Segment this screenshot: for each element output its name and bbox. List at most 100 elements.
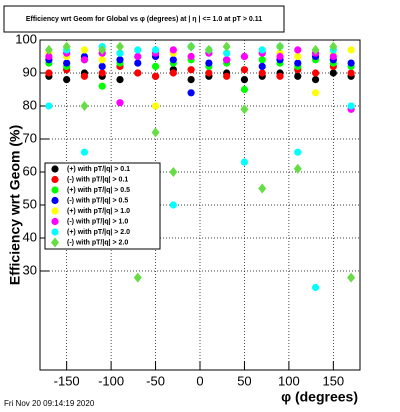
data-point	[294, 59, 302, 67]
title-box	[3, 5, 285, 33]
legend-label: (+) with pT/|q| > 1.0	[67, 208, 130, 215]
data-point	[116, 99, 124, 107]
x-tick-label: 50	[237, 373, 251, 388]
data-point	[169, 167, 178, 177]
data-point	[347, 102, 355, 110]
data-point	[258, 62, 266, 70]
data-point	[329, 52, 337, 61]
data-point	[151, 46, 160, 54]
data-point	[347, 69, 355, 77]
data-point	[45, 102, 53, 110]
data-point	[223, 72, 231, 80]
data-point	[222, 41, 231, 52]
data-point	[134, 52, 142, 61]
data-point	[329, 41, 338, 52]
data-point	[276, 72, 284, 80]
marks	[44, 41, 356, 292]
data-point	[187, 89, 195, 97]
data-point	[80, 46, 89, 54]
legend-label: (-) with pT/|q| > 0.1	[67, 176, 128, 183]
y-tick-label: 40	[23, 229, 37, 244]
data-point	[151, 72, 160, 80]
data-point	[347, 272, 356, 283]
data-point	[63, 59, 71, 67]
data-point	[205, 69, 213, 77]
y-tick-label: 100	[15, 31, 37, 46]
data-point	[205, 59, 213, 67]
data-point	[98, 82, 106, 90]
y-tick-label: 70	[23, 130, 37, 145]
data-point	[116, 49, 124, 57]
data-point	[116, 76, 124, 84]
data-point	[151, 127, 160, 138]
data-point	[187, 76, 195, 84]
data-point	[240, 66, 249, 74]
y-tick-label: 30	[23, 262, 37, 277]
data-point	[311, 69, 320, 77]
legend-label: (-) with pT/|q| > 0.5	[67, 197, 128, 204]
data-point	[98, 44, 107, 55]
x-tick-label: 0	[196, 373, 203, 388]
x-tick-label: -100	[98, 373, 124, 388]
data-point	[80, 56, 89, 64]
data-point	[63, 76, 71, 84]
legend-marker	[51, 228, 59, 236]
data-point	[240, 76, 249, 84]
legend-label: (-) with pT/|q| > 1.0	[67, 218, 128, 225]
y-tick-label: 80	[23, 97, 37, 112]
data-point	[169, 69, 177, 77]
data-point	[240, 85, 249, 94]
legend-box	[44, 162, 161, 250]
timestamp: Fri Nov 20 09:14:19 2020	[4, 399, 95, 408]
x-tick-label: -150	[54, 373, 80, 388]
data-point	[116, 41, 124, 52]
data-point	[45, 52, 53, 61]
data-point	[80, 148, 89, 156]
data-point	[187, 52, 195, 61]
data-point	[116, 56, 124, 64]
legend-marker	[51, 237, 59, 248]
data-point	[45, 69, 53, 77]
legend-marker	[51, 165, 59, 173]
data-point	[169, 201, 177, 209]
data-point	[204, 44, 213, 55]
data-point	[293, 163, 302, 174]
data-point	[311, 283, 320, 292]
legend-marker	[51, 196, 59, 205]
data-point	[258, 69, 266, 77]
legend-label: (+) with pT/|q| > 0.5	[67, 187, 130, 194]
data-point	[294, 46, 302, 54]
data-point	[151, 62, 160, 70]
data-point	[98, 69, 106, 77]
data-point	[311, 44, 320, 55]
data-point	[258, 183, 267, 194]
chart-title: Efficiency wrt Geom for Global vs φ (deg…	[26, 16, 262, 23]
data-point	[258, 56, 266, 64]
data-point	[258, 46, 266, 54]
x-tick-label: 150	[322, 373, 344, 388]
y-tick-label: 60	[23, 163, 37, 178]
data-point	[311, 76, 320, 84]
data-point	[329, 69, 337, 77]
legend-marker	[51, 217, 59, 226]
legend-marker	[51, 186, 59, 194]
legend: (+) with pT/|q| > 0.1 (-) with pT/|q| > 0…	[44, 162, 161, 250]
data-point	[347, 59, 355, 67]
legend-marker	[51, 207, 59, 215]
data-point	[240, 104, 249, 115]
data-point	[294, 52, 302, 61]
data-point	[276, 41, 284, 52]
plot-frame	[39, 39, 361, 371]
data-point	[187, 41, 196, 52]
data-point	[98, 56, 106, 64]
data-point	[240, 158, 249, 166]
data-point	[80, 101, 89, 111]
data-point	[134, 46, 142, 54]
data-point	[187, 66, 195, 74]
y-axis-label: Efficiency wrt Geom (%)	[7, 125, 23, 285]
data-point	[223, 56, 231, 64]
data-point	[62, 41, 71, 52]
data-point	[151, 102, 160, 110]
legend-label: (+) with pT/|q| > 0.1	[67, 166, 130, 173]
data-point	[169, 56, 177, 64]
